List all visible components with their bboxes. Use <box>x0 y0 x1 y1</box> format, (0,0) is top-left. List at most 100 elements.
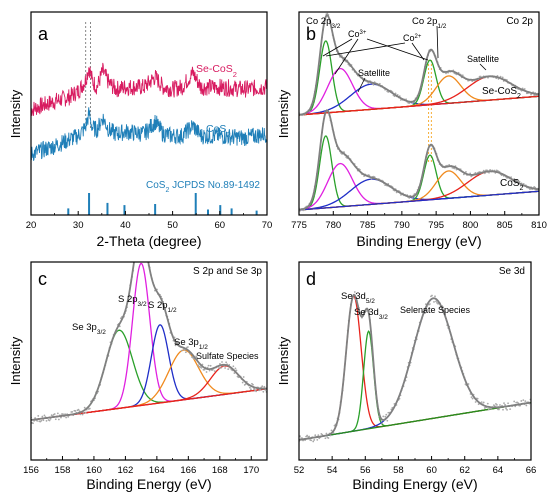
raw-data-point <box>184 351 187 354</box>
panel-c-tick-label: 162 <box>117 465 133 476</box>
raw-data-point <box>367 82 370 84</box>
raw-data-point <box>88 407 91 410</box>
panel-c-tick-label: 164 <box>149 465 165 476</box>
raw-data-point <box>308 435 311 438</box>
panel-d-xlabel: Binding Energy (eV) <box>352 476 477 492</box>
raw-data-point <box>234 367 237 370</box>
raw-data-point <box>482 401 485 404</box>
panel-b-tick-label: 790 <box>394 220 410 231</box>
raw-data-point <box>43 414 46 417</box>
raw-data-point <box>235 369 238 372</box>
fit-peak-red <box>299 295 531 441</box>
raw-data-point <box>225 361 228 364</box>
fit-baseline <box>299 95 539 116</box>
raw-data-point <box>313 439 316 441</box>
annotation-s2p12: S 2p1/2 <box>148 300 177 314</box>
panel-c-tick-label: 156 <box>23 465 39 476</box>
raw-data-point <box>227 368 230 371</box>
annotation-co2plus: Co2+ <box>403 33 422 43</box>
annotation-selenate: Selenate Species <box>400 305 471 315</box>
raw-data-point <box>489 168 491 171</box>
series-label-cos2: CoS2 <box>206 123 231 139</box>
raw-data-point <box>505 407 507 410</box>
raw-data-point <box>306 434 309 437</box>
panel-d-se3d: 52 54 56 58 60 62 64 66 d Se 3d Se 3d5/2 Se 3d3… <box>276 261 536 492</box>
panel-label-d: d <box>306 269 316 289</box>
raw-data-point <box>146 255 148 257</box>
raw-data-point <box>507 402 509 405</box>
raw-data-point <box>479 75 482 78</box>
raw-data-point <box>314 434 317 437</box>
panel-c-ylabel: Intensity <box>8 336 23 385</box>
raw-data-point <box>56 412 59 415</box>
raw-data-point <box>445 72 447 75</box>
raw-data-point <box>208 369 211 372</box>
panel-b-tick-label: 780 <box>325 220 341 231</box>
panel-label-c: c <box>38 269 47 289</box>
raw-data-point <box>476 397 479 400</box>
panel-d-tick-label: 60 <box>426 465 437 476</box>
annotation-se3p32: Se 3p3/2 <box>72 322 106 336</box>
fit-envelope <box>299 293 531 441</box>
raw-data-point <box>433 301 435 303</box>
panel-c-tick-label: 160 <box>86 465 102 476</box>
panel-d-tick-label: 64 <box>493 465 504 476</box>
raw-data-point <box>41 415 44 418</box>
raw-data-point <box>187 346 189 348</box>
panel-a-tick-label: 30 <box>73 220 84 231</box>
fit-envelope <box>299 109 539 211</box>
raw-data-point <box>471 397 474 400</box>
panel-d-x-ticks: 52 54 56 58 60 62 64 66 <box>294 456 536 476</box>
raw-data-point <box>255 390 257 393</box>
raw-data-point <box>213 370 216 373</box>
raw-data-point <box>514 182 517 184</box>
raw-data-point <box>513 400 516 403</box>
raw-data-point <box>67 415 70 418</box>
raw-data-point <box>242 376 245 378</box>
raw-data-point <box>384 415 387 418</box>
panel-d-tick-label: 62 <box>459 465 470 476</box>
raw-data-point <box>221 361 223 363</box>
panel-a-tick-label: 60 <box>215 220 226 231</box>
raw-data-point <box>65 416 68 419</box>
raw-data-point <box>219 362 221 365</box>
raw-data-point <box>488 171 490 174</box>
raw-data-point <box>180 349 183 352</box>
panel-a-tick-label: 20 <box>26 220 37 231</box>
raw-data-point <box>261 385 264 388</box>
panel-a-tick-label: 40 <box>120 220 131 231</box>
panel-a-x-ticks: 20 30 40 50 60 70 <box>26 211 272 231</box>
raw-data-point <box>434 295 436 298</box>
reference-label: CoS2 JCPDS No.89-1492 <box>146 180 260 194</box>
raw-data-point <box>205 371 208 373</box>
raw-data-point <box>209 364 212 367</box>
raw-data-point <box>135 251 137 253</box>
raw-data-point <box>325 432 328 435</box>
raw-data-point <box>195 355 198 358</box>
panel-b-tick-label: 795 <box>428 220 444 231</box>
raw-data-point <box>248 386 251 389</box>
raw-data-point <box>503 402 505 405</box>
raw-data-point <box>254 389 256 391</box>
raw-data-point <box>54 418 57 421</box>
annotation-co2p32: Co 2p3/2 <box>306 16 341 30</box>
fit-peak-magenta <box>31 262 267 421</box>
raw-data-point <box>386 419 389 422</box>
panel-d-tick-label: 56 <box>360 465 371 476</box>
panel-label-b: b <box>306 24 316 44</box>
raw-data-point <box>200 367 203 369</box>
raw-data-point <box>48 419 51 422</box>
raw-data-point <box>474 401 477 403</box>
annotation-sulfate: Sulfate Species <box>196 351 259 361</box>
panel-c-tick-label: 170 <box>243 465 259 476</box>
panel-d-tick-label: 54 <box>327 465 338 476</box>
raw-data-point <box>133 260 135 262</box>
spectrum-se3d <box>299 291 531 443</box>
raw-data-point <box>353 291 356 293</box>
raw-data-point <box>509 408 512 411</box>
raw-data-point <box>321 433 324 436</box>
raw-data-point <box>62 413 64 416</box>
fit-peak-blue <box>31 324 267 421</box>
raw-data-point <box>530 93 532 96</box>
raw-data-point <box>525 404 528 407</box>
